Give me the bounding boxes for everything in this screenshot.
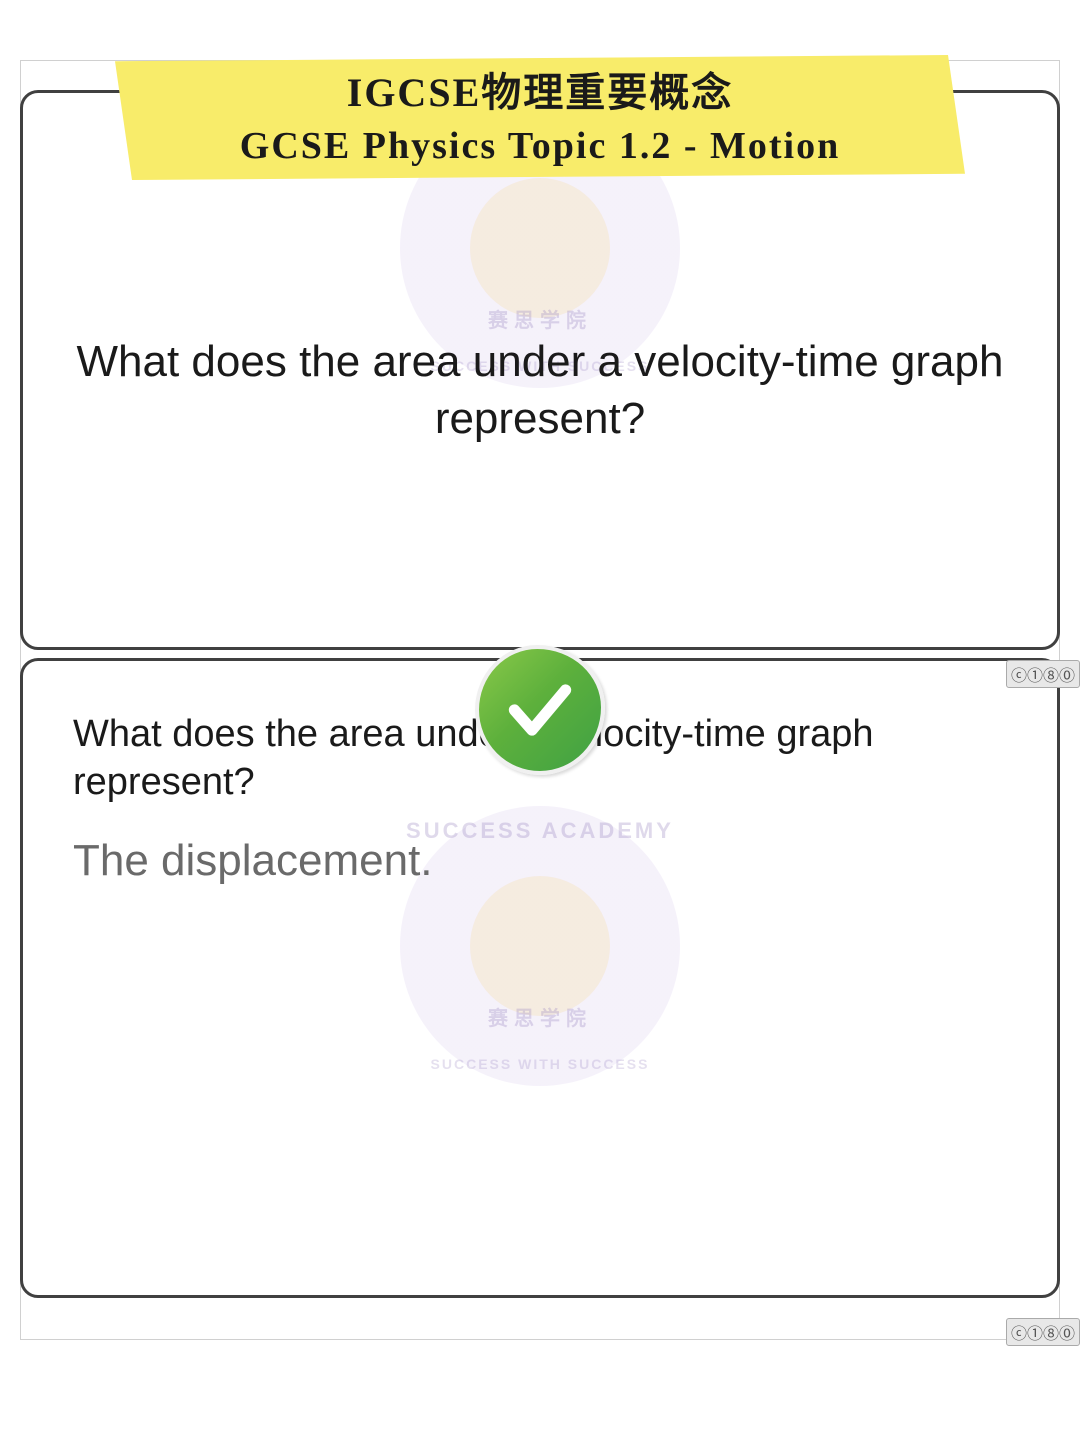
question-text: What does the area under a velocity-time… bbox=[73, 333, 1007, 447]
title-main: IGCSE物理重要概念 bbox=[0, 60, 1080, 118]
watermark-center-icon bbox=[470, 178, 610, 318]
cc-license-badge: ⓒ①⑧⓪ bbox=[1006, 1318, 1080, 1346]
watermark-bottom-text: SUCCESS WITH SUCCESS bbox=[431, 1056, 650, 1072]
answer-text: The displacement. bbox=[73, 836, 1007, 886]
checkmark-circle bbox=[475, 645, 605, 775]
page-container: IGCSE物理重要概念 GCSE Physics Topic 1.2 - Mot… bbox=[0, 0, 1080, 1326]
title-sub: GCSE Physics Topic 1.2 - Motion bbox=[0, 124, 1080, 168]
cc-license-badge: ⓒ①⑧⓪ bbox=[1006, 660, 1080, 688]
header-block: IGCSE物理重要概念 GCSE Physics Topic 1.2 - Mot… bbox=[0, 60, 1080, 168]
checkmark-badge bbox=[475, 645, 605, 775]
checkmark-icon bbox=[500, 670, 580, 750]
watermark-center-icon bbox=[470, 876, 610, 1016]
watermark-chinese-text: 赛思学院 bbox=[488, 304, 592, 333]
watermark-chinese-text: 赛思学院 bbox=[488, 1002, 592, 1031]
